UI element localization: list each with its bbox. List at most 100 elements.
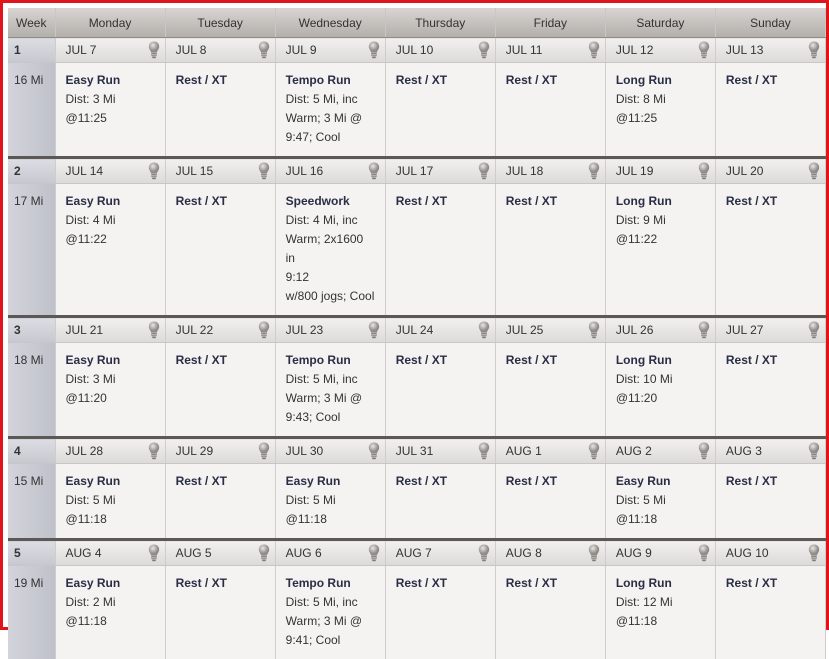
day-date-cell[interactable]: AUG 3 — [715, 438, 825, 464]
day-date-cell[interactable]: JUL 31 — [385, 438, 495, 464]
workout-cell[interactable]: Rest / XT — [715, 464, 825, 540]
lightbulb-icon[interactable] — [258, 41, 270, 59]
day-date-cell[interactable]: JUL 13 — [715, 38, 825, 63]
day-date-cell[interactable]: JUL 14 — [55, 158, 165, 184]
workout-cell[interactable]: Rest / XT — [385, 63, 495, 158]
workout-cell[interactable]: Rest / XT — [715, 63, 825, 158]
lightbulb-icon[interactable] — [148, 162, 160, 180]
workout-cell[interactable]: Rest / XT — [715, 566, 825, 659]
lightbulb-icon[interactable] — [808, 442, 820, 460]
day-date-cell[interactable]: JUL 26 — [605, 317, 715, 343]
lightbulb-icon[interactable] — [478, 162, 490, 180]
day-date-cell[interactable]: JUL 28 — [55, 438, 165, 464]
workout-cell[interactable]: Rest / XT — [385, 343, 495, 438]
workout-cell[interactable]: Rest / XT — [165, 343, 275, 438]
day-date-cell[interactable]: AUG 4 — [55, 540, 165, 566]
day-date-cell[interactable]: JUL 7 — [55, 38, 165, 63]
workout-cell[interactable]: Rest / XT — [495, 343, 605, 438]
workout-cell[interactable]: Rest / XT — [165, 184, 275, 317]
day-date-cell[interactable]: JUL 9 — [275, 38, 385, 63]
workout-cell[interactable]: Rest / XT — [495, 464, 605, 540]
lightbulb-icon[interactable] — [698, 442, 710, 460]
lightbulb-icon[interactable] — [698, 321, 710, 339]
lightbulb-icon[interactable] — [148, 41, 160, 59]
lightbulb-icon[interactable] — [588, 544, 600, 562]
workout-cell[interactable]: Rest / XT — [165, 566, 275, 659]
workout-cell[interactable]: Rest / XT — [385, 566, 495, 659]
lightbulb-icon[interactable] — [478, 321, 490, 339]
day-date-cell[interactable]: JUL 12 — [605, 38, 715, 63]
day-date-cell[interactable]: AUG 10 — [715, 540, 825, 566]
lightbulb-icon[interactable] — [808, 544, 820, 562]
day-date-cell[interactable]: JUL 22 — [165, 317, 275, 343]
workout-cell[interactable]: Rest / XT — [495, 184, 605, 317]
workout-cell[interactable]: Rest / XT — [165, 63, 275, 158]
day-date-cell[interactable]: AUG 8 — [495, 540, 605, 566]
lightbulb-icon[interactable] — [368, 321, 380, 339]
day-date-cell[interactable]: JUL 15 — [165, 158, 275, 184]
day-date-cell[interactable]: JUL 8 — [165, 38, 275, 63]
lightbulb-icon[interactable] — [148, 321, 160, 339]
lightbulb-icon[interactable] — [478, 41, 490, 59]
workout-cell[interactable]: Rest / XT — [495, 566, 605, 659]
day-date-cell[interactable]: JUL 18 — [495, 158, 605, 184]
lightbulb-icon[interactable] — [258, 544, 270, 562]
lightbulb-icon[interactable] — [478, 544, 490, 562]
lightbulb-icon[interactable] — [258, 162, 270, 180]
lightbulb-icon[interactable] — [588, 162, 600, 180]
day-date-cell[interactable]: AUG 9 — [605, 540, 715, 566]
workout-cell[interactable]: Rest / XT — [495, 63, 605, 158]
day-date-cell[interactable]: JUL 30 — [275, 438, 385, 464]
day-date-cell[interactable]: JUL 17 — [385, 158, 495, 184]
lightbulb-icon[interactable] — [588, 442, 600, 460]
lightbulb-icon[interactable] — [148, 544, 160, 562]
day-date-cell[interactable]: JUL 21 — [55, 317, 165, 343]
lightbulb-icon[interactable] — [698, 162, 710, 180]
workout-cell[interactable]: Rest / XT — [715, 184, 825, 317]
lightbulb-icon[interactable] — [698, 544, 710, 562]
lightbulb-icon[interactable] — [588, 321, 600, 339]
day-date-cell[interactable]: JUL 24 — [385, 317, 495, 343]
day-date-cell[interactable]: AUG 1 — [495, 438, 605, 464]
day-date-cell[interactable]: JUL 23 — [275, 317, 385, 343]
day-date-cell[interactable]: JUL 19 — [605, 158, 715, 184]
lightbulb-icon[interactable] — [588, 41, 600, 59]
day-date-cell[interactable]: JUL 29 — [165, 438, 275, 464]
lightbulb-icon[interactable] — [368, 162, 380, 180]
lightbulb-icon[interactable] — [808, 162, 820, 180]
lightbulb-icon[interactable] — [258, 321, 270, 339]
day-date-cell[interactable]: JUL 25 — [495, 317, 605, 343]
day-date-cell[interactable]: AUG 6 — [275, 540, 385, 566]
workout-cell[interactable]: Rest / XT — [165, 464, 275, 540]
lightbulb-icon[interactable] — [148, 442, 160, 460]
day-date-cell[interactable]: JUL 27 — [715, 317, 825, 343]
lightbulb-icon[interactable] — [808, 41, 820, 59]
workout-cell[interactable]: Rest / XT — [385, 184, 495, 317]
lightbulb-icon[interactable] — [698, 41, 710, 59]
lightbulb-icon[interactable] — [478, 442, 490, 460]
day-date-cell[interactable]: JUL 16 — [275, 158, 385, 184]
day-date-cell[interactable]: JUL 11 — [495, 38, 605, 63]
workout-cell[interactable]: Rest / XT — [385, 464, 495, 540]
lightbulb-icon[interactable] — [258, 442, 270, 460]
workout-cell[interactable]: Rest / XT — [715, 343, 825, 438]
day-date-cell[interactable]: JUL 20 — [715, 158, 825, 184]
day-date-cell[interactable]: AUG 7 — [385, 540, 495, 566]
day-date-cell[interactable]: AUG 2 — [605, 438, 715, 464]
lightbulb-icon[interactable] — [368, 544, 380, 562]
